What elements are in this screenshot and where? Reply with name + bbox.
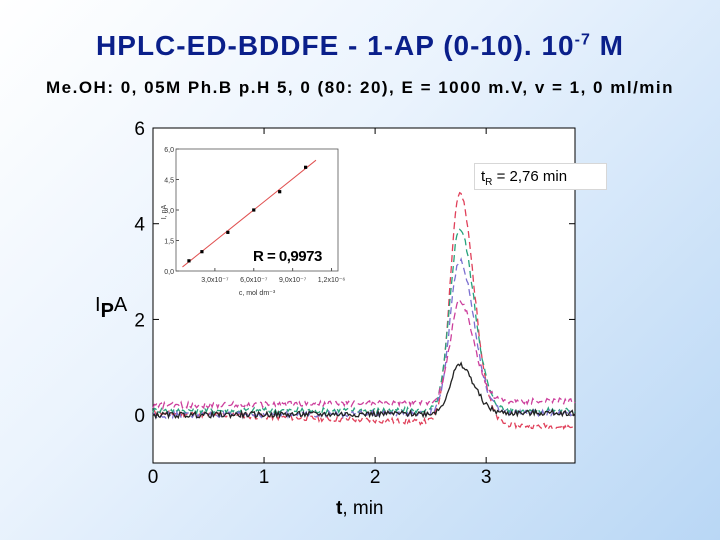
chromatogram-series xyxy=(152,299,576,411)
x-tick-label: 0 xyxy=(148,467,159,488)
inset-x-tick-label: 9,0x10⁻⁷ xyxy=(279,277,307,284)
inset-data-point xyxy=(304,165,308,169)
inset-data-point xyxy=(226,230,230,234)
x-tick-label: 2 xyxy=(370,467,381,488)
y-tick-label: 2 xyxy=(134,310,145,331)
inset-data-point xyxy=(187,259,191,263)
y-tick-label: 0 xyxy=(134,406,145,427)
inset-r-annotation: R = 0,9973 xyxy=(253,248,322,265)
inset-y-tick-label: 3,0 xyxy=(164,208,174,215)
chromatogram-series xyxy=(152,361,576,420)
slide-subtitle: Me.OH: 0, 05M Ph.B p.H 5, 0 (80: 20), E … xyxy=(45,78,675,97)
inset-y-tick-label: 1,5 xyxy=(164,239,174,246)
slide-title: HPLC-ED-BDDFE - 1-AP (0-10). 10-7 M xyxy=(96,30,624,61)
inset-x-tick-label: 1,2x10⁻⁶ xyxy=(318,277,346,284)
retention-time-annotation: tR = 2,76 min xyxy=(474,163,607,190)
inset-y-tick-label: 4,5 xyxy=(164,178,174,185)
inset-y-tick-label: 6,0 xyxy=(164,147,174,154)
inset-data-point xyxy=(252,208,256,212)
y-tick-label: 4 xyxy=(134,215,145,236)
x-tick-label: 3 xyxy=(481,467,492,488)
inset-x-tick-label: 6,0x10⁻⁷ xyxy=(240,277,268,284)
inset-y-tick-label: 0,0 xyxy=(164,269,174,276)
inset-y-label: I, nA xyxy=(161,204,168,219)
y-tick-label: 6 xyxy=(134,119,145,140)
x-tick-label: 1 xyxy=(259,467,270,488)
inset-data-point xyxy=(200,250,204,254)
x-axis-label: t, min xyxy=(336,498,384,519)
inset-x-label: c, mol dm⁻³ xyxy=(239,290,276,297)
inset-x-tick-label: 3,0x10⁻⁷ xyxy=(201,277,229,284)
inset-data-point xyxy=(278,190,282,194)
inset-fit-line xyxy=(182,159,317,268)
y-axis-label: IPA xyxy=(95,294,128,322)
